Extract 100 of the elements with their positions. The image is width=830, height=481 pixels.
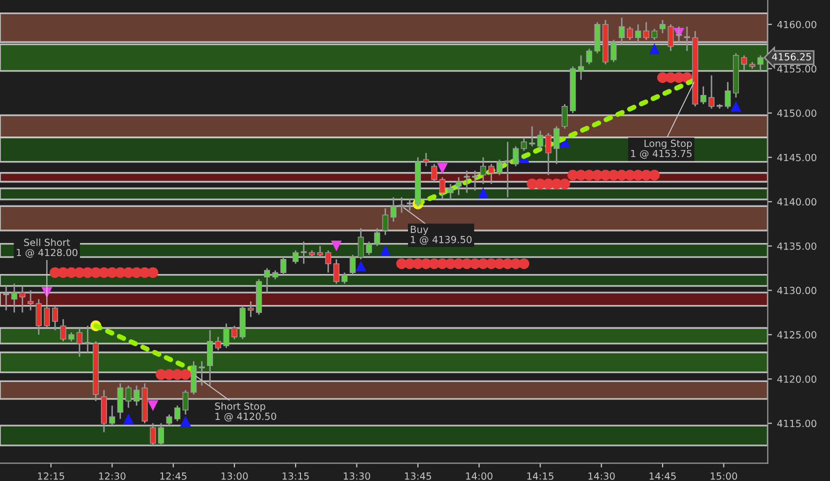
point [730,101,742,112]
candlestick [643,21,650,41]
point [380,245,391,256]
candlestick [125,384,132,408]
candlestick [264,267,270,294]
candlestick [292,250,299,264]
candlestick [3,285,10,311]
candlestick [741,54,748,72]
candlestick [464,170,470,194]
y-tick-label: 4150.00 [777,110,816,117]
candlestick [366,240,372,256]
y-tick-label: 4135.00 [777,242,816,250]
candlestick [618,17,625,46]
candlestick [684,26,690,52]
point [331,240,342,252]
annotation: Long Stop 1 @ 4153.75 [631,140,692,159]
candlestick [431,163,438,182]
x-tick-label: 12:45 [160,472,186,480]
x-tick-label: 14:45 [650,472,676,480]
x-tick-label: 13:15 [282,472,309,480]
candlestick [150,422,156,446]
candlestick [333,258,340,284]
candlestick [626,26,633,41]
candlestick [280,256,286,276]
candlestick [554,126,560,165]
candlestick [439,176,446,200]
candlestick [480,156,486,185]
candlestick [488,163,494,185]
x-tick-label: 12:30 [99,472,126,480]
candlestick [660,19,666,34]
candlestick [700,86,706,105]
point [437,163,448,174]
candlestick [28,290,34,311]
y-tick-label: 4130.00 [777,286,816,294]
candlestick [520,136,527,152]
point [180,416,191,426]
candlestick [166,414,172,426]
x-tick-label: 13:30 [344,472,370,480]
candlestick [423,152,430,167]
annotation: Buy 1 @ 4139.50 [410,226,472,245]
point [148,267,158,278]
annotation: Sell Short 1 @ 4128.00 [16,238,78,258]
candlestick [537,130,544,150]
x-tick-label: 13:00 [221,472,248,480]
x-tick-label: 13:45 [404,472,432,480]
x-tick-label: 14:15 [527,472,554,480]
candlestick [374,228,380,247]
candlestick [76,327,83,358]
candlestick [398,196,405,214]
y-tick-label: 4145.00 [777,154,816,162]
candlestick [668,24,674,52]
point [180,369,191,380]
candlestick [390,196,396,222]
candlestick [578,54,584,80]
candlestick [382,208,388,236]
candlestick [406,198,413,212]
candlestick [84,325,91,354]
candlestick [350,254,356,276]
y-tick-label: 4155.00 [777,65,816,73]
x-tick-label: 12:15 [38,472,64,480]
candlestick [529,126,536,147]
candlestick [448,183,454,200]
candlestick [512,146,519,167]
candlestick [215,336,222,351]
candlestick [52,305,58,331]
candlestick [472,170,478,192]
candlestick [174,404,180,422]
candlestick [504,141,511,198]
candlestick [223,322,230,349]
candlestick [358,228,364,260]
candlestick [676,26,682,43]
candlestick [724,81,731,110]
point [148,400,158,411]
candlestick [248,300,254,318]
candlestick [109,404,116,426]
point [518,258,530,270]
y-tick-label: 4115.00 [777,420,816,428]
candlestick [19,285,26,314]
x-tick-label: 14:00 [466,472,492,480]
point [649,43,660,54]
point [559,178,570,190]
candlestick [134,384,140,406]
annotation: 4156.25 [772,53,811,60]
x-tick-label: 15:00 [710,472,738,480]
candlestick [545,132,552,176]
point [478,187,489,198]
candlestick [158,422,164,446]
candlestick [325,250,332,274]
y-tick-label: 4160.00 [777,20,816,28]
point [355,260,366,272]
y-tick-label: 4125.00 [777,331,816,338]
candlestick [11,282,18,314]
candlestick [300,240,307,264]
candlestick [198,360,205,386]
candlestick [231,325,238,340]
annotation: Short Stop 1 @ 4120.50 [215,402,276,422]
candlestick [342,272,348,284]
y-tick-label: 4140.00 [777,198,816,206]
candlestick [182,389,189,416]
candlestick [651,28,658,41]
